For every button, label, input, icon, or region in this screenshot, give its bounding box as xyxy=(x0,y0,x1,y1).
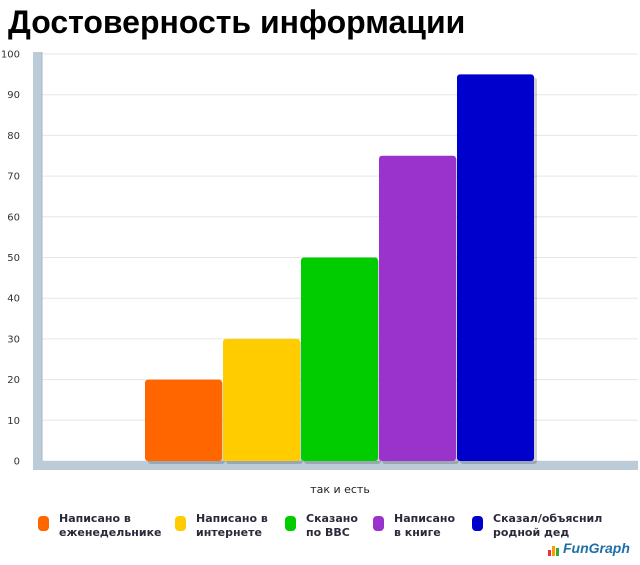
y-tick-label: 70 xyxy=(7,172,20,183)
chart-area: 0 10 20 30 40 50 60 70 80 90 100 так и есть xyxy=(1,50,638,496)
legend-label: Написано в книге xyxy=(394,512,456,539)
logo-text: FunGraph xyxy=(563,540,630,556)
logo-bars-icon xyxy=(548,540,560,556)
bar xyxy=(145,379,222,461)
legend: Написано в еженедельнике Написано в интер… xyxy=(38,512,638,552)
legend-label: Написано в интернете xyxy=(196,512,268,539)
legend-swatch xyxy=(285,516,296,531)
y-tick-label: 100 xyxy=(1,50,20,61)
legend-label: Написано в еженедельнике xyxy=(59,512,162,539)
bar xyxy=(301,257,378,461)
x-axis-label: так и есть xyxy=(310,483,370,496)
bars xyxy=(145,74,537,464)
legend-item: Написано в еженедельнике xyxy=(38,512,162,540)
legend-swatch xyxy=(472,516,483,531)
bar xyxy=(379,155,456,461)
legend-label: Сказано по BBC xyxy=(306,512,358,539)
y-tick-label: 80 xyxy=(7,131,20,142)
legend-item: Сказал/объяснил родной дед xyxy=(472,512,602,540)
legend-item: Написано в интернете xyxy=(175,512,268,540)
y-tick-label: 0 xyxy=(14,457,20,468)
y-tick-label: 60 xyxy=(7,212,20,223)
y-tick-label: 30 xyxy=(7,334,20,345)
legend-item: Сказано по BBC xyxy=(285,512,358,540)
legend-swatch xyxy=(38,516,49,531)
legend-item: Написано в книге xyxy=(373,512,455,540)
y-tick-labels: 0 10 20 30 40 50 60 70 80 90 100 xyxy=(1,50,20,468)
fungraph-logo: FunGraph xyxy=(548,540,630,556)
y-tick-label: 10 xyxy=(7,416,20,427)
legend-swatch xyxy=(175,516,186,531)
y-tick-label: 90 xyxy=(7,90,20,101)
axes xyxy=(33,52,638,470)
bar xyxy=(457,74,534,461)
bar xyxy=(223,338,300,461)
y-tick-label: 40 xyxy=(7,294,20,305)
y-axis-wall xyxy=(33,52,42,469)
legend-swatch xyxy=(373,516,384,531)
chart-title: Достоверность информации xyxy=(8,4,466,40)
y-tick-label: 20 xyxy=(7,375,20,386)
y-tick-label: 50 xyxy=(7,253,20,264)
x-axis-floor xyxy=(33,461,638,470)
legend-label: Сказал/объяснил родной дед xyxy=(493,512,603,539)
